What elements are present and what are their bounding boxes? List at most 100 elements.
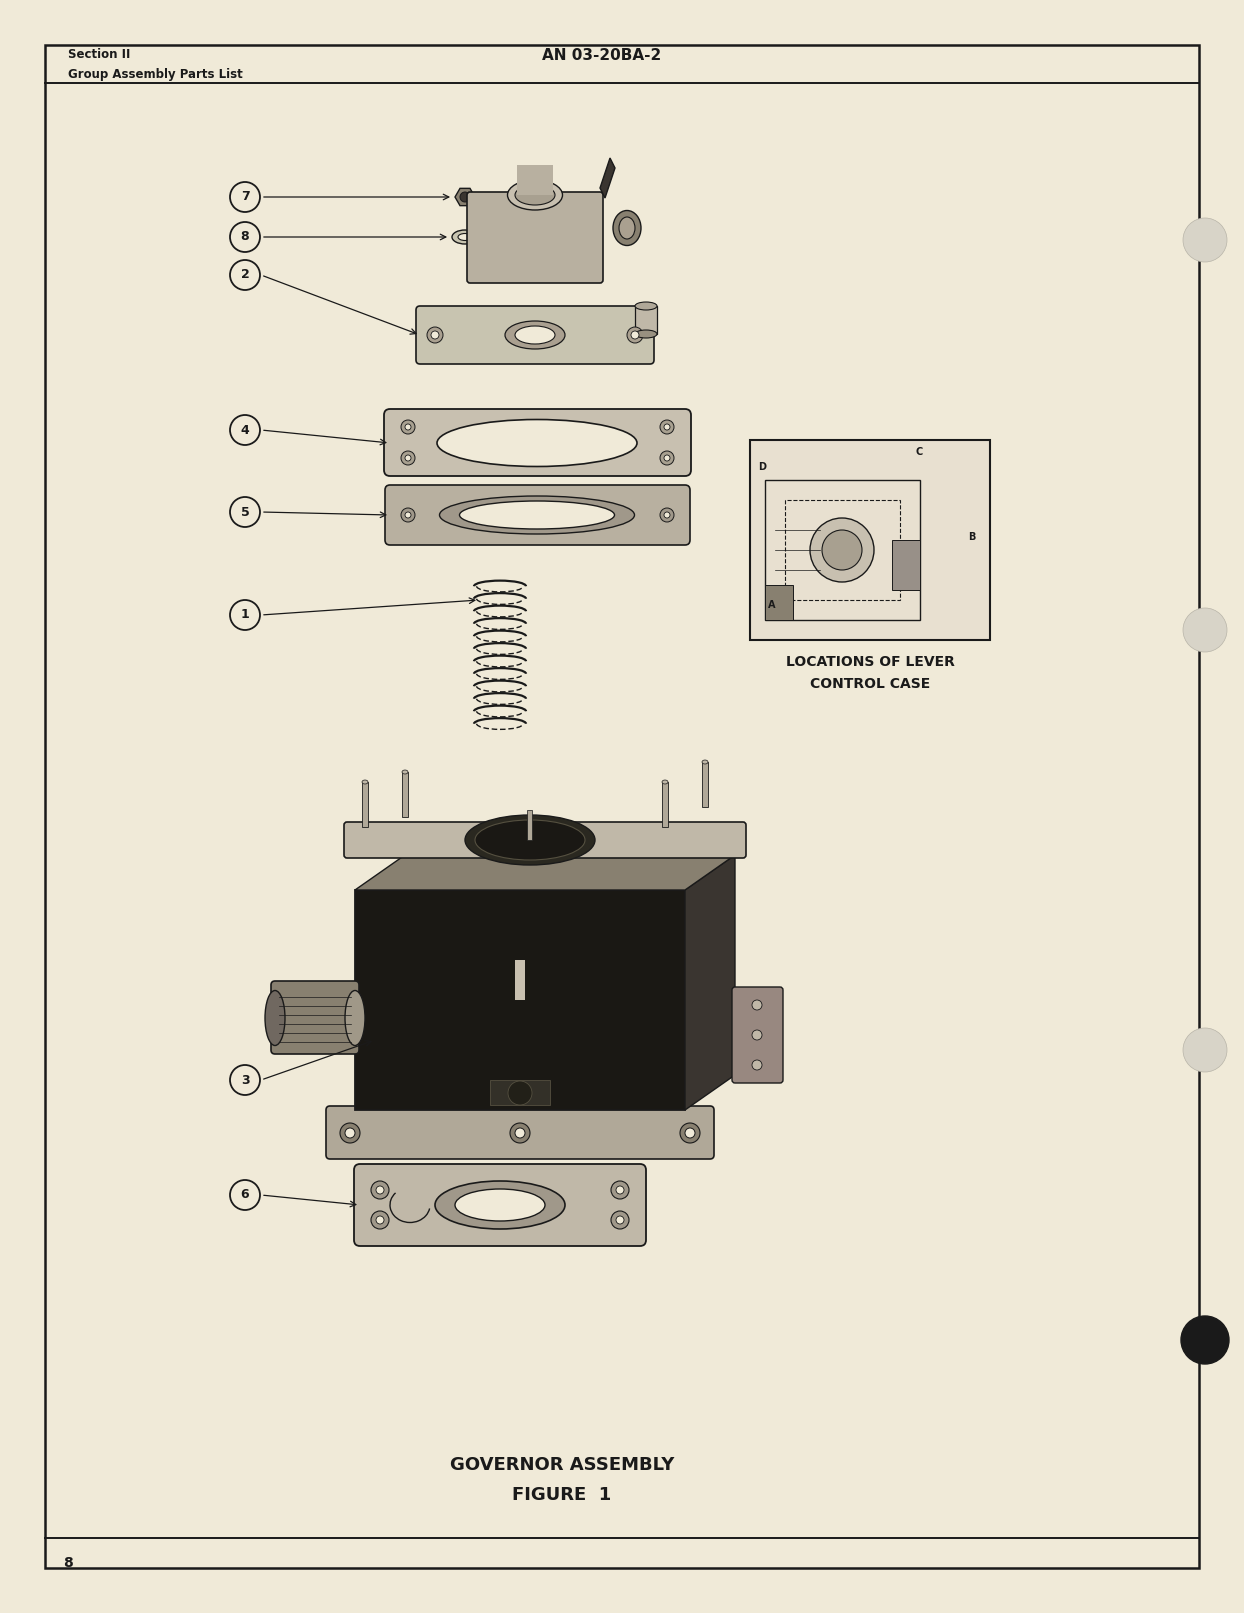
Polygon shape — [455, 189, 475, 206]
Ellipse shape — [634, 302, 657, 310]
Bar — [518, 165, 554, 195]
Bar — [527, 810, 532, 840]
Polygon shape — [685, 855, 735, 1110]
Circle shape — [661, 452, 674, 465]
Polygon shape — [600, 158, 615, 198]
Ellipse shape — [508, 181, 562, 210]
Bar — [362, 782, 368, 827]
FancyBboxPatch shape — [731, 987, 782, 1082]
Ellipse shape — [620, 218, 634, 239]
Ellipse shape — [465, 815, 595, 865]
Text: Group Assembly Parts List: Group Assembly Parts List — [68, 68, 243, 81]
Circle shape — [510, 1123, 530, 1144]
Ellipse shape — [439, 497, 634, 534]
Ellipse shape — [458, 234, 471, 240]
Circle shape — [515, 1127, 525, 1139]
FancyBboxPatch shape — [466, 192, 603, 282]
Circle shape — [1183, 1027, 1227, 1073]
Bar — [634, 306, 657, 334]
Ellipse shape — [435, 1181, 565, 1229]
Circle shape — [371, 1181, 389, 1198]
Circle shape — [685, 1127, 695, 1139]
Circle shape — [810, 518, 875, 582]
Circle shape — [430, 331, 439, 339]
Circle shape — [753, 1060, 763, 1069]
Ellipse shape — [345, 990, 364, 1045]
Circle shape — [508, 1081, 532, 1105]
Circle shape — [460, 192, 470, 202]
Text: 5: 5 — [240, 505, 249, 518]
Circle shape — [406, 424, 411, 431]
Text: LOCATIONS OF LEVER: LOCATIONS OF LEVER — [785, 655, 954, 669]
Ellipse shape — [452, 231, 478, 244]
Circle shape — [230, 260, 260, 290]
Ellipse shape — [613, 211, 641, 245]
Polygon shape — [355, 855, 735, 890]
Circle shape — [345, 1127, 355, 1139]
Circle shape — [230, 415, 260, 445]
Circle shape — [230, 1065, 260, 1095]
Circle shape — [616, 1186, 624, 1194]
Ellipse shape — [362, 781, 368, 784]
Circle shape — [611, 1181, 629, 1198]
Bar — [402, 773, 408, 818]
Ellipse shape — [265, 990, 285, 1045]
Bar — [765, 586, 792, 619]
Circle shape — [753, 1031, 763, 1040]
Circle shape — [230, 600, 260, 631]
Circle shape — [230, 1181, 260, 1210]
FancyBboxPatch shape — [415, 306, 654, 365]
FancyBboxPatch shape — [384, 486, 690, 545]
Circle shape — [611, 1211, 629, 1229]
FancyBboxPatch shape — [271, 981, 360, 1053]
Text: 2: 2 — [240, 268, 249, 282]
Circle shape — [406, 455, 411, 461]
Circle shape — [661, 419, 674, 434]
Ellipse shape — [402, 769, 408, 774]
Text: 3: 3 — [240, 1074, 249, 1087]
Text: 8: 8 — [240, 231, 249, 244]
Circle shape — [627, 327, 643, 344]
Bar — [765, 481, 921, 619]
Circle shape — [1183, 608, 1227, 652]
Text: AN 03-20BA-2: AN 03-20BA-2 — [542, 48, 662, 63]
Text: CONTROL CASE: CONTROL CASE — [810, 677, 931, 690]
Text: Section II: Section II — [68, 48, 131, 61]
Bar — [750, 440, 990, 640]
Text: A: A — [768, 600, 775, 610]
Circle shape — [1183, 218, 1227, 261]
Circle shape — [230, 497, 260, 527]
Text: 6: 6 — [240, 1189, 249, 1202]
Ellipse shape — [702, 760, 708, 765]
Circle shape — [664, 424, 671, 431]
Ellipse shape — [662, 781, 668, 784]
Text: 8: 8 — [63, 1557, 73, 1569]
Ellipse shape — [455, 1189, 545, 1221]
Bar — [662, 782, 668, 827]
Circle shape — [371, 1211, 389, 1229]
Ellipse shape — [505, 321, 565, 348]
Circle shape — [680, 1123, 700, 1144]
Bar — [892, 540, 921, 590]
Bar — [355, 890, 685, 1110]
Bar — [785, 500, 899, 600]
Text: 1: 1 — [240, 608, 249, 621]
Circle shape — [616, 1216, 624, 1224]
Circle shape — [822, 531, 862, 569]
Bar — [702, 761, 708, 806]
Ellipse shape — [437, 419, 637, 466]
Circle shape — [1181, 1316, 1229, 1365]
Circle shape — [661, 508, 674, 523]
Circle shape — [401, 508, 415, 523]
Text: 7: 7 — [240, 190, 249, 203]
FancyBboxPatch shape — [345, 823, 746, 858]
Circle shape — [427, 327, 443, 344]
Circle shape — [406, 511, 411, 518]
Ellipse shape — [475, 819, 585, 860]
Circle shape — [664, 455, 671, 461]
Circle shape — [340, 1123, 360, 1144]
Circle shape — [401, 419, 415, 434]
Bar — [490, 1081, 550, 1105]
Circle shape — [664, 511, 671, 518]
Ellipse shape — [459, 502, 615, 529]
